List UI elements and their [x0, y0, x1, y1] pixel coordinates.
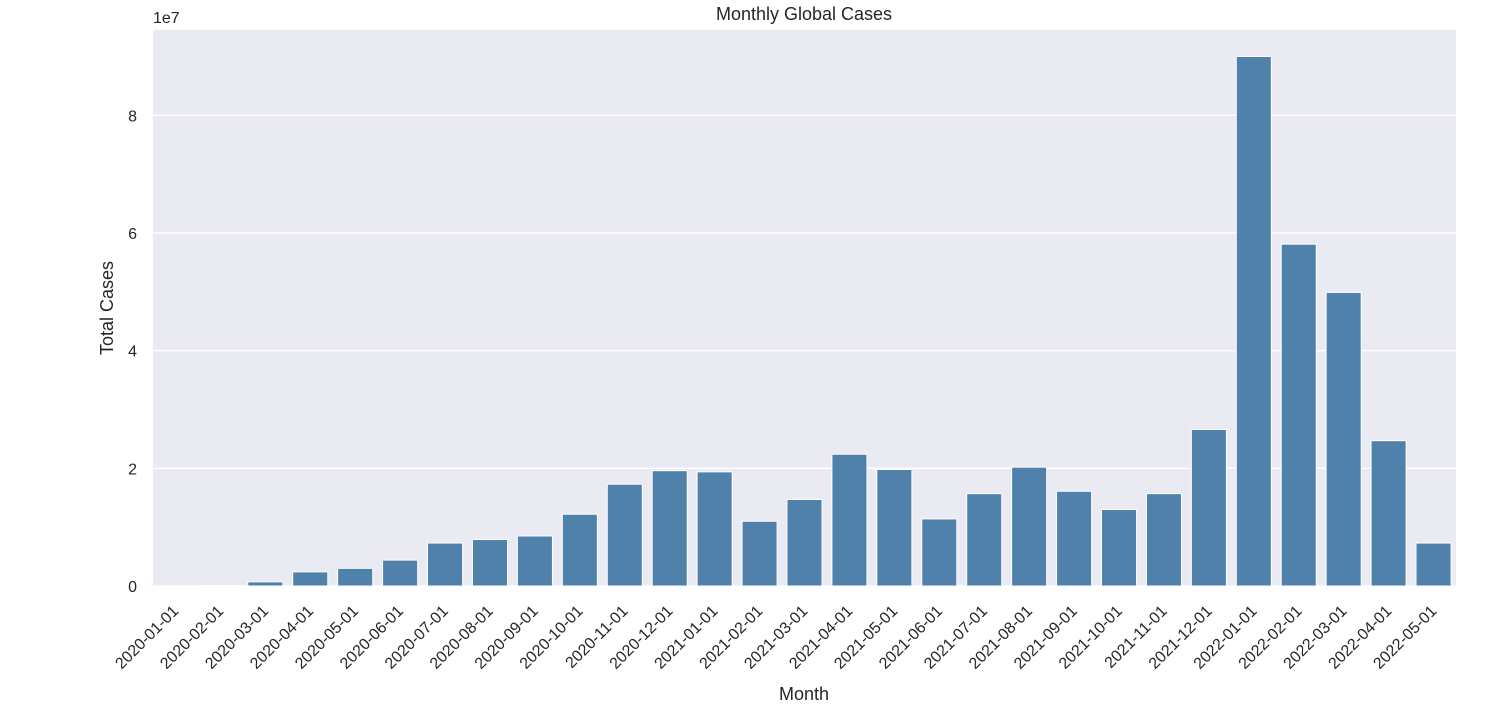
bar [1190, 428, 1227, 587]
y-offset-label: 1e7 [153, 10, 180, 27]
y-tick-label: 2 [128, 461, 137, 478]
y-tick-label: 0 [128, 579, 137, 596]
bar [292, 571, 329, 587]
bar [876, 469, 913, 587]
y-tick-label: 6 [128, 226, 137, 243]
bar [1415, 542, 1452, 587]
bar [516, 535, 553, 587]
bar [1100, 509, 1138, 587]
bar [1325, 291, 1362, 587]
bar [427, 542, 464, 587]
bar [966, 493, 1003, 587]
y-axis-label: Total Cases [97, 261, 117, 355]
bar [247, 581, 284, 587]
bar [1235, 55, 1272, 587]
y-tick-label: 4 [128, 344, 137, 361]
bar [921, 518, 958, 587]
bar [651, 470, 688, 587]
bars [157, 55, 1452, 587]
bar [1011, 466, 1048, 587]
bar [696, 471, 733, 587]
y-tick-label: 8 [128, 108, 137, 125]
bar [471, 539, 509, 587]
bar [337, 567, 374, 587]
bar [606, 483, 643, 587]
bar [1145, 493, 1182, 587]
bar [382, 559, 419, 587]
chart-title: Monthly Global Cases [716, 4, 892, 24]
x-axis-label: Month [779, 684, 829, 704]
bar [741, 520, 778, 587]
y-tick-labels: 0 2 4 6 8 [128, 108, 137, 596]
bar [1056, 490, 1093, 587]
bar [561, 513, 598, 587]
bar [831, 453, 868, 587]
bar [786, 499, 823, 587]
x-tick-labels: 2020-01-012020-02-012020-03-012020-04-01… [112, 603, 1440, 673]
bar [1280, 243, 1317, 587]
bar [1370, 440, 1407, 587]
